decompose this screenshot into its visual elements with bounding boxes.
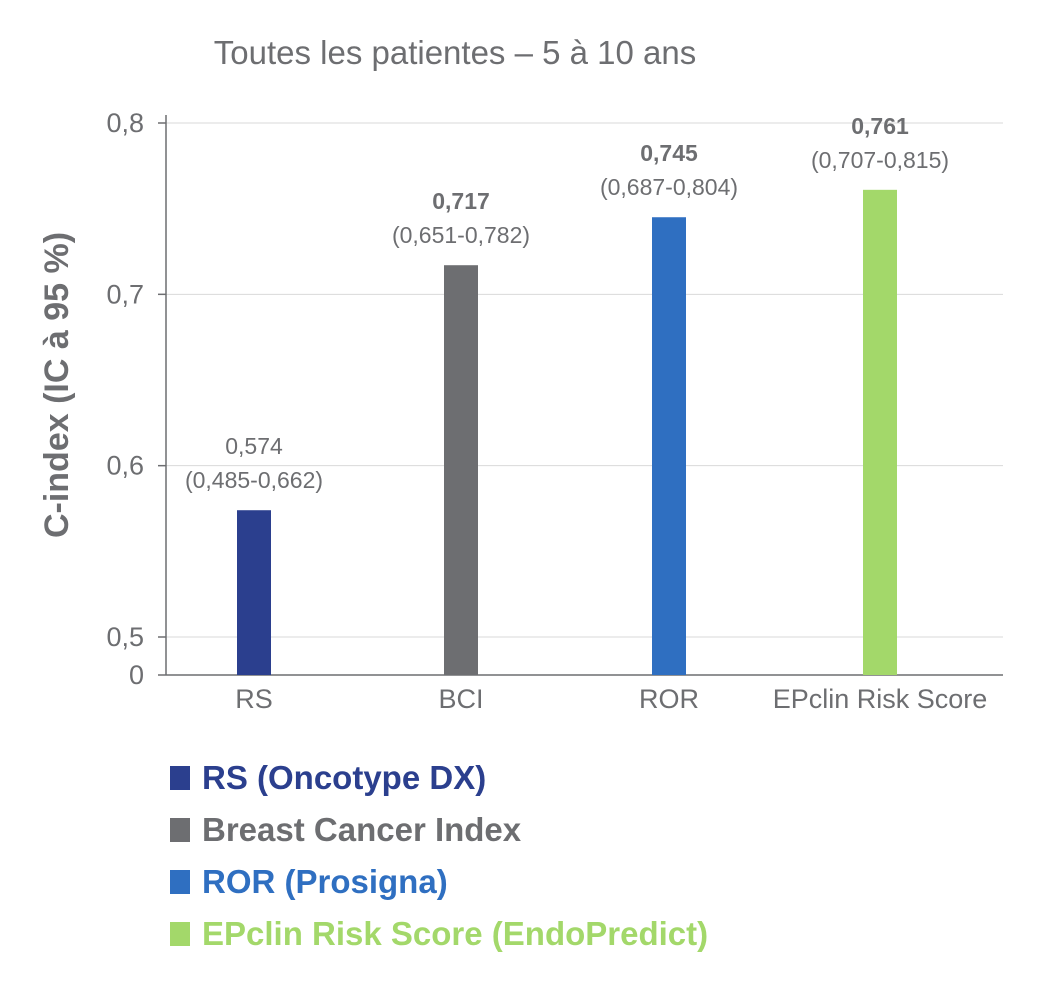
bar-epclin-risk-score (863, 189, 897, 675)
x-tick-label: BCI (438, 684, 483, 714)
x-tick-label: ROR (639, 684, 699, 714)
bar-ror (652, 217, 686, 675)
y-tick-label: 0,5 (106, 622, 144, 652)
legend-item: RS (Oncotype DX) (170, 752, 708, 804)
legend-swatch (170, 922, 190, 946)
legend-label: Breast Cancer Index (202, 811, 522, 848)
legend-label: RS (Oncotype DX) (202, 759, 487, 796)
bar-rs (237, 510, 271, 675)
legend-swatch (170, 766, 190, 790)
ci-label: (0,707-0,815) (811, 147, 949, 173)
value-label: 0,761 (851, 113, 909, 139)
legend-swatch (170, 818, 190, 842)
legend-item: ROR (Prosigna) (170, 856, 708, 908)
legend-label: EPclin Risk Score (EndoPredict) (202, 915, 709, 952)
y-tick-label: 0,8 (106, 108, 144, 138)
value-label: 0,745 (640, 140, 698, 166)
y-tick-label: 0,7 (106, 279, 144, 309)
bar-bci (444, 265, 478, 675)
legend-swatch (170, 870, 190, 894)
c-index-bar-chart: Toutes les patientes – 5 à 10 ans C-inde… (38, 34, 1003, 714)
ci-label: (0,485-0,662) (185, 467, 323, 493)
legend-item: EPclin Risk Score (EndoPredict) (170, 908, 708, 960)
bars (237, 189, 897, 675)
data-labels: RS (0,485-0,662) 0,574 BCI (0,651-0,782) 0,71… (185, 113, 987, 714)
chart-title: Toutes les patientes – 5 à 10 ans (214, 34, 697, 71)
ci-label: (0,651-0,782) (392, 222, 530, 248)
value-label: 0,717 (432, 188, 490, 214)
legend-label: ROR (Prosigna) (202, 863, 448, 900)
value-label: 0,574 (225, 433, 283, 459)
y-tick-label: 0,6 (106, 451, 144, 481)
legend-item: Breast Cancer Index (170, 804, 708, 856)
x-tick-label: EPclin Risk Score (773, 684, 988, 714)
x-tick-label: RS (235, 684, 273, 714)
chart-legend: RS (Oncotype DX) Breast Cancer Index ROR (… (170, 752, 708, 960)
y-tick-label: 0 (129, 660, 144, 690)
ci-label: (0,687-0,804) (600, 174, 738, 200)
y-axis-label: C-index (IC à 95 %) (38, 232, 76, 538)
